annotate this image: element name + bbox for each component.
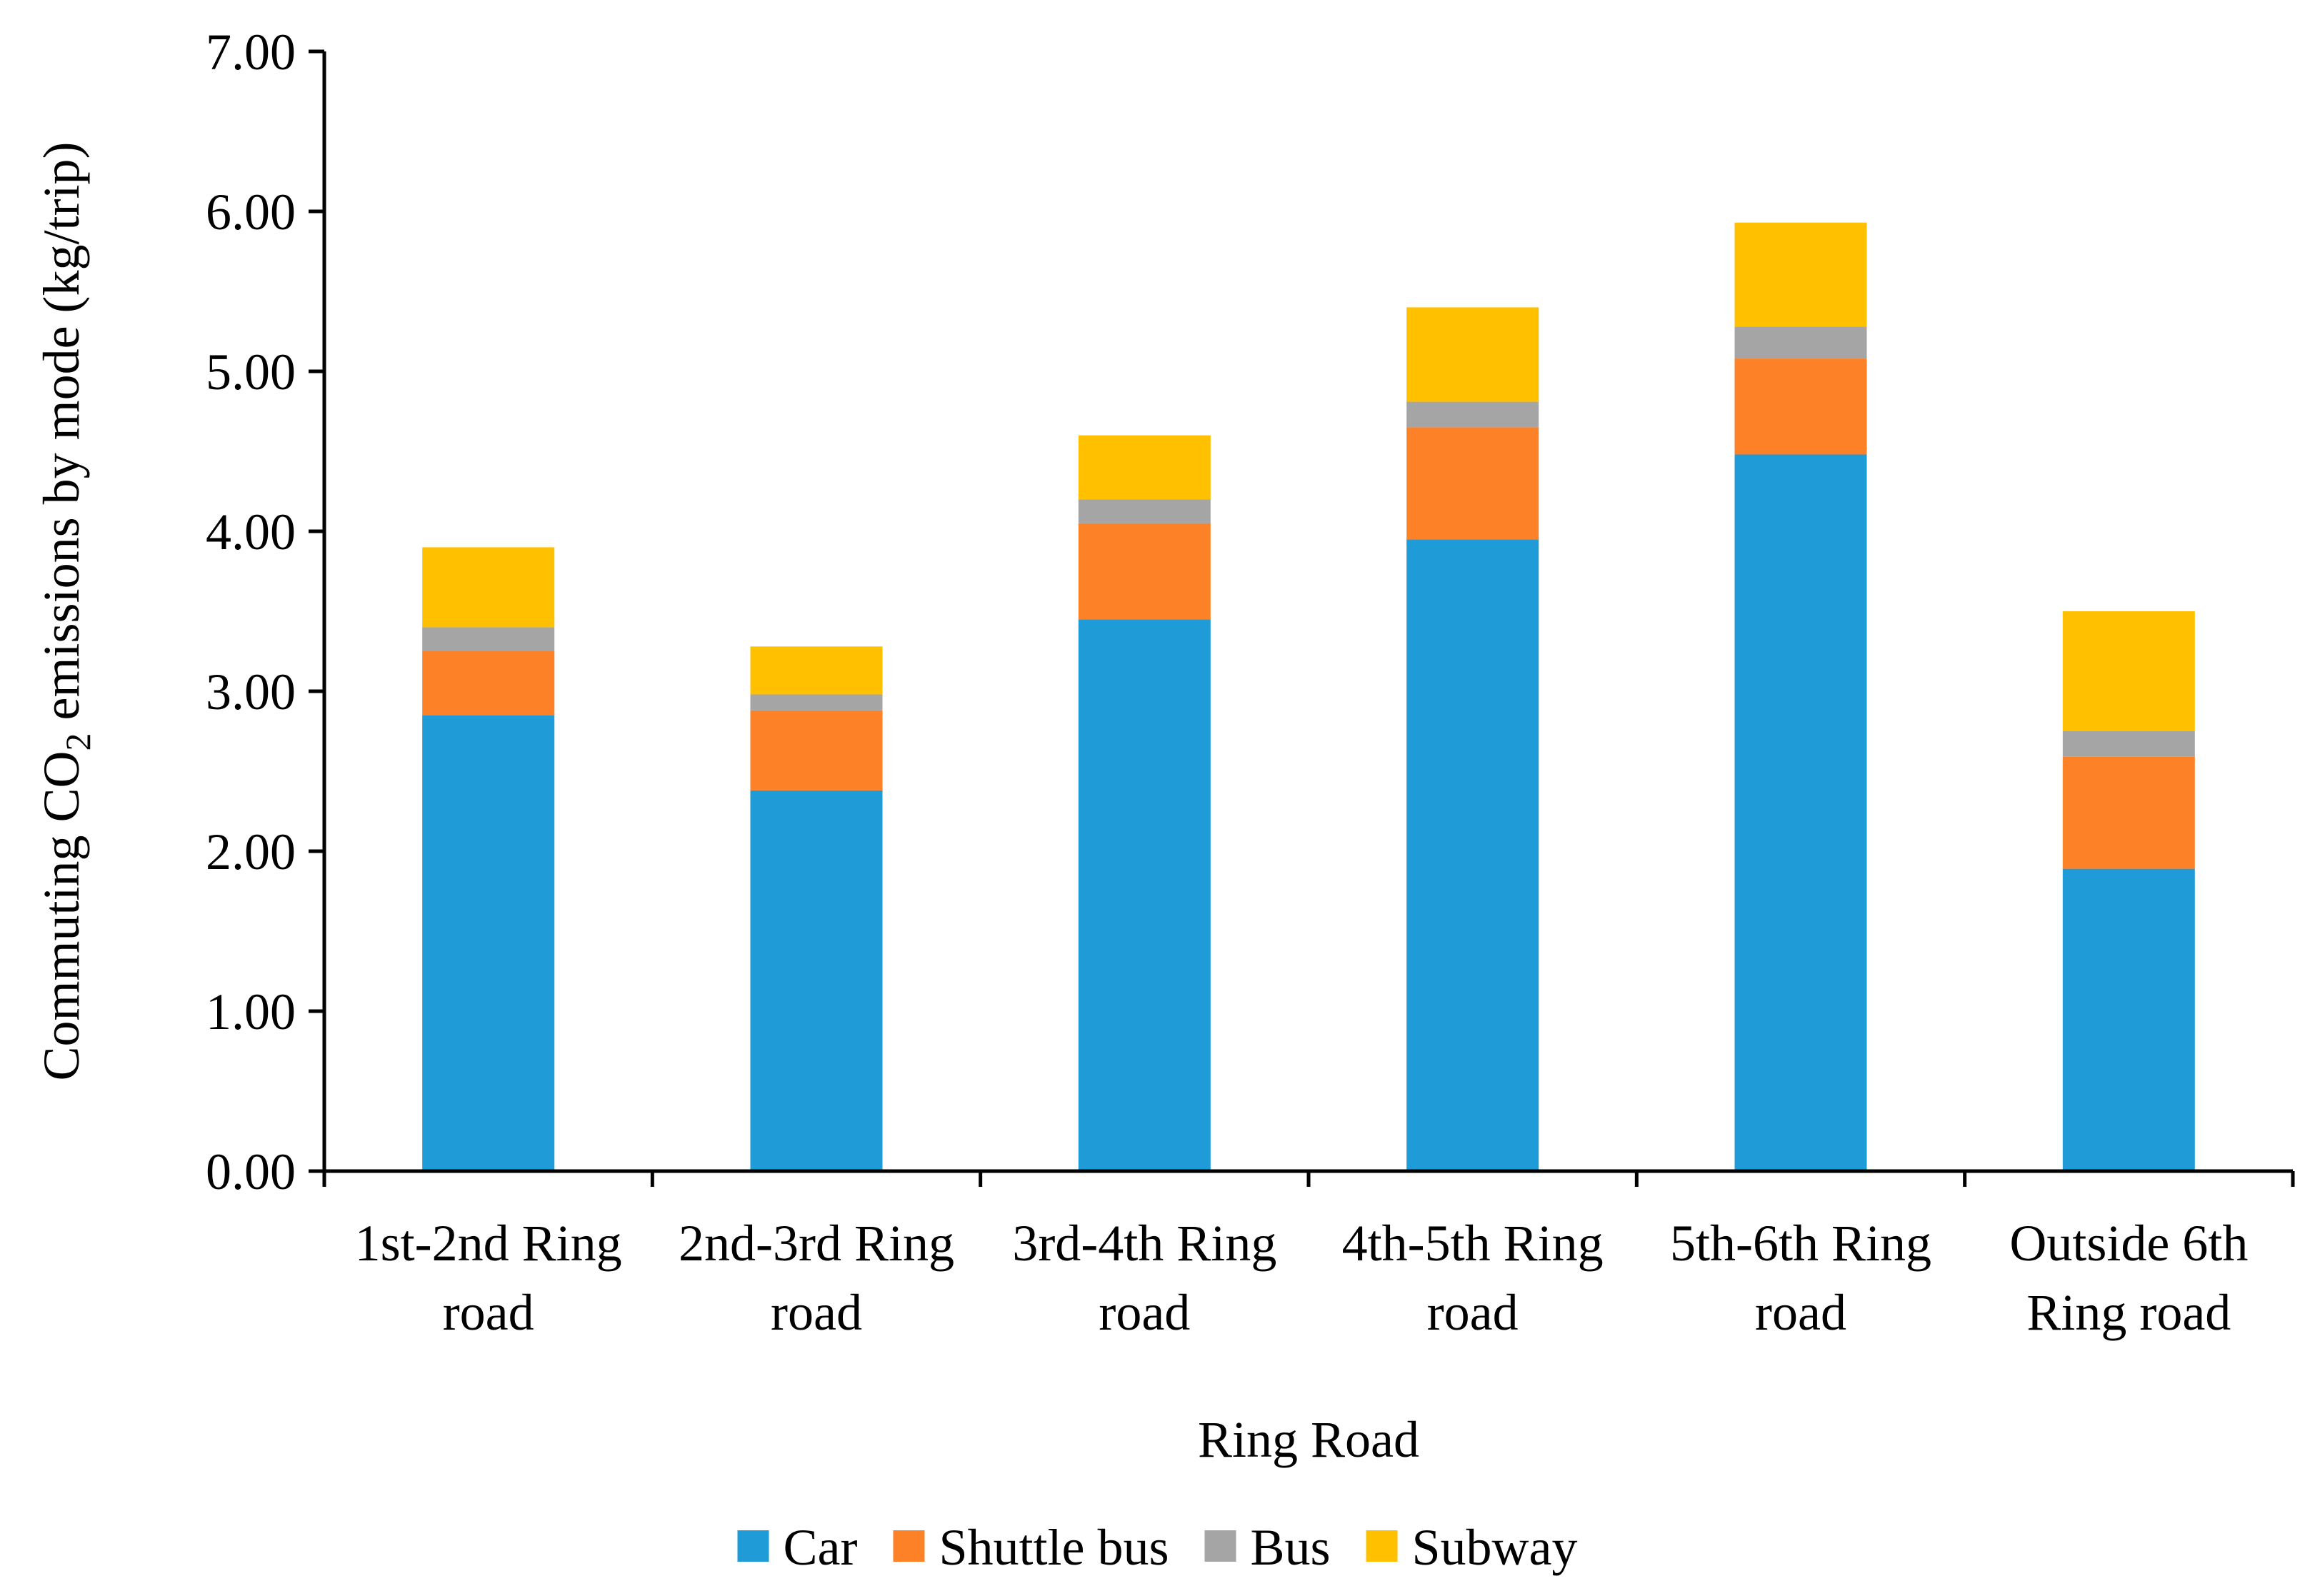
x-tick-label: 1st-2nd Ring: [355, 1215, 622, 1272]
legend: Car Shuttle bus Bus Subway: [737, 1519, 1578, 1576]
bar-car-3: [1078, 619, 1211, 1171]
bar-subway-1: [422, 547, 555, 628]
bar-bus-6: [2062, 731, 2195, 757]
bar-bus-3: [1078, 499, 1211, 523]
bar-shuttle-bus-6: [2062, 756, 2195, 869]
y-tick-label: 7.00: [206, 24, 296, 81]
bar-shuttle-bus-4: [1406, 427, 1539, 540]
bar-shuttle-bus-2: [750, 710, 883, 791]
x-tick-label: 3rd-4th Ring: [1012, 1215, 1276, 1272]
bar-shuttle-bus-5: [1734, 358, 1867, 455]
bar-car-6: [2062, 868, 2195, 1171]
bars-layer: [422, 222, 2195, 1171]
legend-swatch-bus: [1204, 1530, 1236, 1562]
y-tick-label: 3.00: [206, 663, 296, 721]
legend-label-bus: Bus: [1250, 1519, 1330, 1576]
x-tick-label: road: [1099, 1284, 1190, 1341]
x-tick-label: road: [771, 1284, 862, 1341]
x-tick-label: road: [1755, 1284, 1846, 1341]
x-axis-title: Ring Road: [1198, 1411, 1419, 1468]
y-tick-label: 2.00: [206, 823, 296, 880]
axes-layer: [309, 49, 2295, 1187]
legend-label-subway: Subway: [1412, 1519, 1578, 1576]
bar-bus-1: [422, 627, 555, 651]
x-tick-label: Outside 6th: [2009, 1215, 2248, 1272]
bar-subway-6: [2062, 611, 2195, 731]
bar-bus-2: [750, 694, 883, 711]
bar-bus-5: [1734, 326, 1867, 359]
bar-bus-4: [1406, 401, 1539, 428]
x-tick-label: road: [1427, 1284, 1519, 1341]
bar-subway-4: [1406, 307, 1539, 402]
labels-layer: 0.00 1.00 2.00 3.00 4.00 5.00 6.00 7.00 1st-2nd …: [33, 24, 2248, 1468]
bar-subway-2: [750, 646, 883, 695]
y-axis-title: Commuting CO2 emissions by mode (kg/trip…: [33, 142, 98, 1081]
x-tick-label: 5th-6th Ring: [1670, 1215, 1931, 1272]
x-tick-label: 2nd-3rd Ring: [679, 1215, 954, 1272]
y-tick-label: 0.00: [206, 1143, 296, 1200]
y-tick-label: 4.00: [206, 503, 296, 561]
legend-swatch-shuttle-bus: [893, 1530, 925, 1562]
legend-swatch-car: [737, 1530, 769, 1562]
bar-subway-3: [1078, 435, 1211, 500]
y-tick-label: 1.00: [206, 983, 296, 1040]
legend-label-shuttle-bus: Shuttle bus: [939, 1519, 1169, 1576]
x-tick-label: road: [443, 1284, 534, 1341]
bar-shuttle-bus-1: [422, 651, 555, 716]
bar-car-2: [750, 790, 883, 1171]
y-tick-label: 5.00: [206, 343, 296, 401]
legend-swatch-subway: [1366, 1530, 1398, 1562]
bar-car-4: [1406, 539, 1539, 1171]
bar-car-1: [422, 715, 555, 1171]
x-tick-label: Ring road: [2026, 1284, 2231, 1341]
bar-shuttle-bus-3: [1078, 523, 1211, 620]
bar-car-5: [1734, 454, 1867, 1171]
x-tick-label: 4th-5th Ring: [1342, 1215, 1604, 1272]
legend-label-car: Car: [783, 1519, 857, 1576]
y-tick-label: 6.00: [206, 184, 296, 241]
bar-subway-5: [1734, 222, 1867, 327]
